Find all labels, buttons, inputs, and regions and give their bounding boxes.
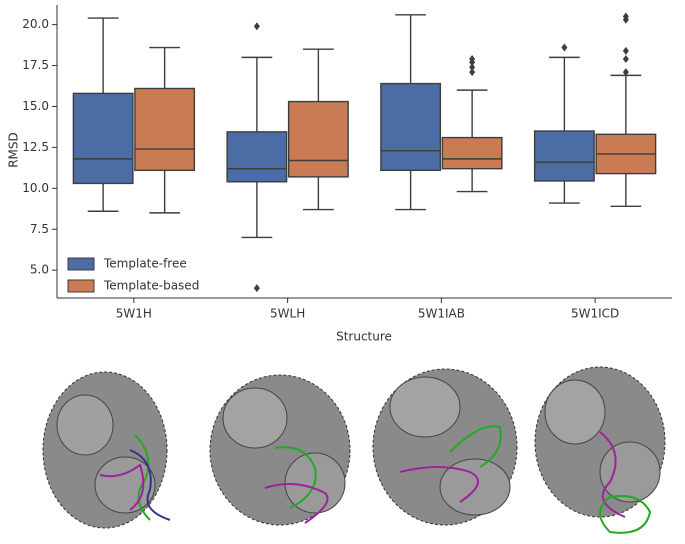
outlier [561, 43, 568, 52]
structure-image [209, 374, 351, 526]
x-tick-label: 5W1ICD [571, 307, 619, 321]
box [134, 87, 196, 172]
y-tick-label: 20.0 [22, 17, 49, 31]
box [441, 136, 503, 170]
y-tick-label: 5.0 [30, 263, 49, 277]
x-tick-label: 5W1H [116, 307, 152, 321]
outlier [469, 68, 476, 77]
outlier [469, 63, 476, 72]
outlier [253, 22, 260, 31]
y-tick-label: 15.0 [22, 99, 49, 113]
legend-label: Template-free [103, 257, 187, 271]
box [226, 131, 288, 183]
outlier [622, 15, 629, 24]
structure-image [372, 368, 518, 526]
y-tick-label: 7.5 [30, 222, 49, 236]
outlier [622, 46, 629, 55]
legend-swatch [67, 257, 95, 271]
x-tick-label: 5WLH [270, 307, 305, 321]
box [287, 100, 349, 178]
structure-image [42, 371, 171, 529]
structure-images [42, 366, 666, 534]
y-tick-label: 10.0 [22, 181, 49, 195]
y-tick-label: 17.5 [22, 58, 49, 72]
outlier [622, 68, 629, 77]
x-axis-label: Structure [336, 330, 392, 344]
box [380, 82, 442, 172]
box [72, 92, 134, 185]
legend-swatch [67, 279, 95, 293]
y-tick-label: 12.5 [22, 140, 49, 154]
outlier [469, 58, 476, 67]
structure-image [534, 366, 666, 534]
x-tick-label: 5W1IAB [418, 307, 465, 321]
outlier [622, 55, 629, 64]
outlier [253, 284, 260, 293]
box [533, 130, 595, 182]
y-axis-label: RMSD [7, 132, 21, 168]
legend-label: Template-based [103, 279, 199, 293]
